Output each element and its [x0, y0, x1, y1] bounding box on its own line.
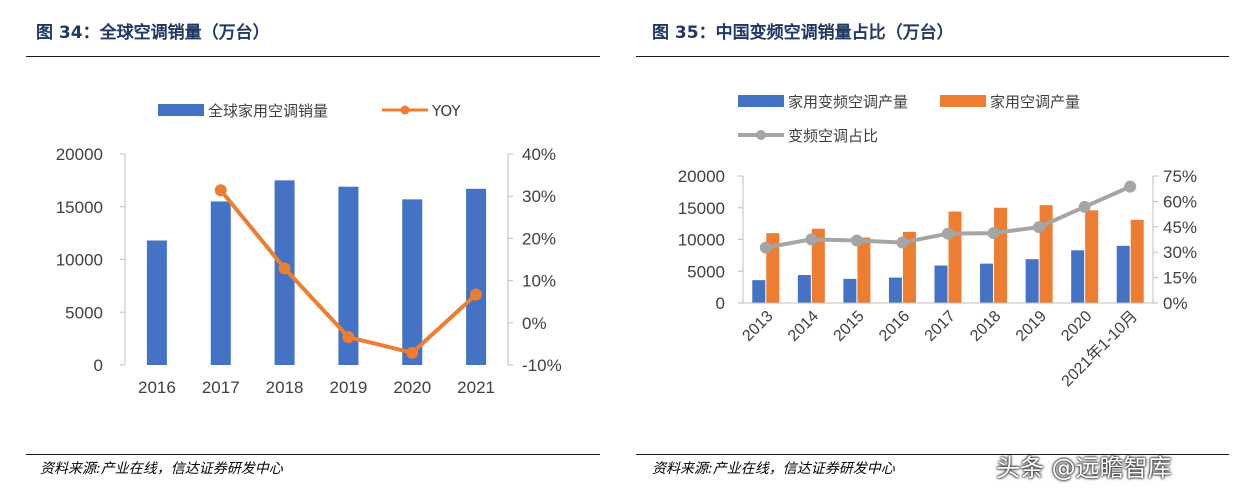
right-panel: 图 35：中国变频空调销量占比（万台） 家用变频空调产量 家用空调产量变频空调占比… — [618, 0, 1237, 502]
share-point — [1124, 180, 1137, 193]
bar-inverter-output — [980, 263, 994, 303]
legend-swatch-inverter — [738, 95, 784, 107]
y2-tick-label: 0% — [1163, 294, 1188, 313]
x-tick-label: 2015 — [831, 308, 868, 345]
y2-tick-label: 30% — [1163, 243, 1197, 262]
y-tick-label: 5000 — [687, 262, 725, 281]
share-point — [942, 227, 954, 240]
y2-tick-label: 20% — [522, 229, 556, 248]
legend-label-line: YOY — [431, 102, 461, 120]
x-tick-label: 2018 — [967, 308, 1004, 345]
legend-marker-share — [756, 130, 766, 140]
bar-total-output — [994, 207, 1008, 303]
share-point — [850, 234, 863, 247]
bar-global-sales — [210, 201, 231, 365]
x-tick-label: 2020 — [393, 378, 431, 397]
bar-inverter-output — [934, 265, 948, 303]
share-point — [805, 233, 818, 246]
y-tick-label: 15000 — [56, 198, 103, 217]
x-tick-label: 2017 — [202, 378, 240, 397]
x-tick-label: 2014 — [785, 308, 822, 345]
bar-inverter-output — [888, 277, 902, 303]
bar-global-sales — [466, 188, 487, 365]
share-point — [1033, 221, 1046, 234]
y-tick-label: 20000 — [678, 167, 725, 186]
bar-global-sales — [338, 186, 359, 365]
bar-total-output — [1130, 219, 1144, 303]
bar-inverter-output — [1071, 250, 1085, 303]
bar-total-output — [902, 231, 916, 303]
legend-swatch-bar — [158, 104, 204, 116]
y2-tick-label: 75% — [1163, 167, 1197, 186]
y-tick-label: 5000 — [65, 303, 103, 322]
bar-inverter-output — [797, 275, 811, 303]
x-tick-label: 2016 — [876, 308, 913, 345]
legend-label-bar: 全球家用空调销量 — [208, 102, 328, 120]
share-point — [759, 241, 772, 254]
y-tick-label: 0 — [94, 356, 103, 375]
x-tick-label: 2018 — [266, 378, 304, 397]
left-panel: 图 34：全球空调销量（万台） 全球家用空调销量 YOY 0 5000 10000 15… — [0, 0, 618, 502]
legend-marker-line — [400, 105, 410, 115]
bar-inverter-output — [843, 278, 857, 303]
y-tick-label: 0 — [716, 294, 725, 313]
y-tick-label: 10000 — [56, 251, 103, 270]
left-chart: 全球家用空调销量 YOY 0 5000 10000 15000 20000 -10% 0% 10… — [56, 102, 562, 397]
legend-label-inverter: 家用变频空调产量 — [788, 93, 908, 111]
y-tick-label: 15000 — [678, 199, 725, 218]
x-tick-label: 2019 — [330, 378, 368, 397]
x-tick-label: 2016 — [138, 378, 176, 397]
y2-tick-label: 30% — [522, 187, 556, 206]
bar-total-output — [948, 211, 962, 303]
bar-inverter-output — [1025, 259, 1039, 303]
bar-global-sales — [402, 199, 423, 365]
right-figure-title: 图 35：中国变频空调销量占比（万台） — [652, 23, 954, 43]
legend-label-total: 家用空调产量 — [990, 93, 1080, 111]
yoy-point — [470, 288, 483, 301]
left-source-rule — [26, 454, 600, 455]
right-title-rule — [636, 56, 1229, 57]
bar-global-sales — [146, 240, 167, 365]
left-source-note: 资料来源:产业在线，信达证券研发中心 — [40, 461, 283, 477]
y2-tick-label: -10% — [522, 356, 562, 375]
watermark: 头条 @远瞻智库 — [996, 454, 1172, 482]
left-title-rule — [26, 56, 600, 57]
right-source-note: 资料来源:产业在线，信达证券研发中心 — [652, 461, 895, 477]
y2-tick-label: 10% — [522, 272, 556, 291]
yoy-point — [406, 346, 419, 359]
x-tick-label: 2017 — [922, 308, 959, 345]
legend-label-share: 变频空调占比 — [788, 127, 878, 145]
y2-tick-label: 45% — [1163, 218, 1197, 237]
bar-total-output — [857, 237, 871, 303]
bar-total-output — [1085, 210, 1099, 303]
x-tick-label: 2021 — [457, 378, 495, 397]
y-tick-label: 20000 — [56, 145, 103, 164]
bar-total-output — [811, 228, 825, 303]
bar-inverter-output — [752, 280, 766, 303]
y2-tick-label: 15% — [1163, 269, 1197, 288]
x-tick-label: 2020 — [1058, 308, 1095, 345]
yoy-point — [342, 331, 355, 344]
share-point — [987, 227, 1000, 240]
y2-tick-label: 40% — [522, 145, 556, 164]
left-figure-title: 图 34：全球空调销量（万台） — [36, 23, 270, 43]
y2-tick-label: 60% — [1163, 192, 1197, 211]
share-point — [1078, 200, 1091, 213]
legend-swatch-total — [940, 95, 986, 107]
right-source-rule — [636, 454, 1229, 455]
y-tick-label: 10000 — [678, 231, 725, 250]
x-tick-label: 2019 — [1013, 308, 1050, 345]
x-tick-label: 2013 — [739, 308, 776, 345]
bar-inverter-output — [1116, 245, 1130, 303]
yoy-point — [214, 184, 227, 197]
yoy-point — [278, 262, 291, 275]
y2-tick-label: 0% — [522, 314, 547, 333]
share-point — [896, 236, 909, 249]
